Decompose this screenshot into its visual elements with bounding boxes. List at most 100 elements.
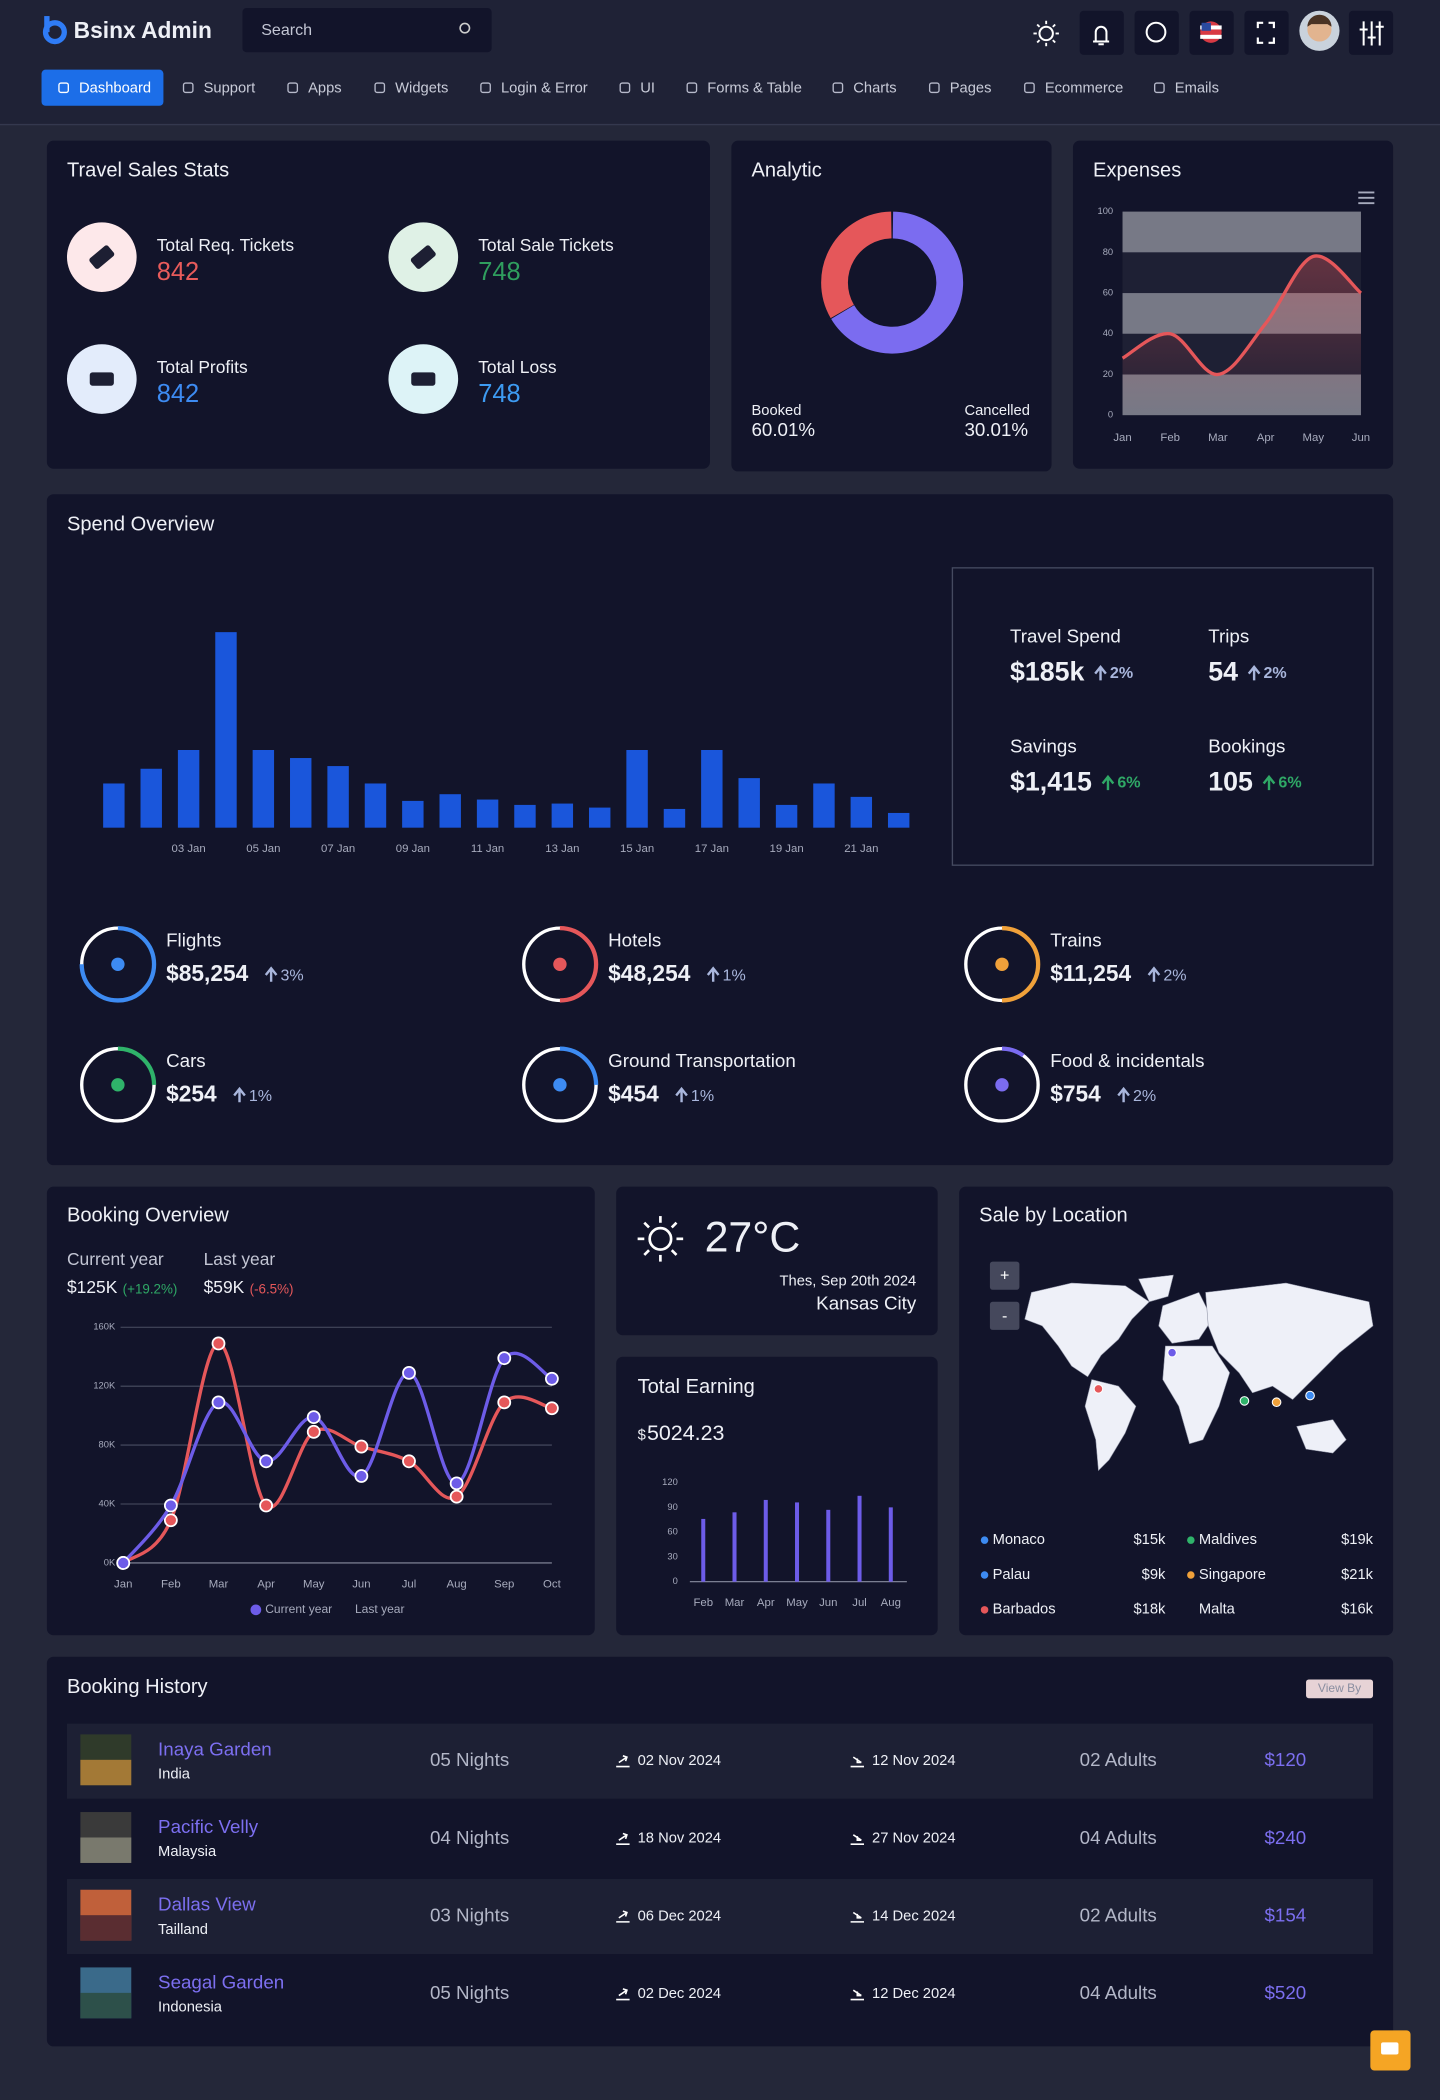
- stat-value: 105: [1208, 767, 1253, 797]
- table-row-bg: [66, 1879, 1374, 1955]
- series-point: [402, 1454, 416, 1469]
- nav-item[interactable]: Dashboard: [79, 80, 151, 96]
- hotel-thumbnail-lower: [80, 1759, 132, 1786]
- nav-icon: [928, 82, 940, 94]
- nav-item[interactable]: Support: [204, 80, 256, 96]
- nav-icon: [480, 82, 491, 94]
- x-tick-label: Jun: [1352, 432, 1370, 444]
- card-title: Total Earning: [638, 1376, 755, 1398]
- summary-value: $59K: [204, 1277, 245, 1297]
- y-tick-label: 60: [1103, 288, 1113, 298]
- donut-segment: [830, 211, 964, 354]
- bar: [888, 1507, 893, 1582]
- header-icon-button[interactable]: [1134, 10, 1179, 55]
- menu-icon: [1358, 196, 1375, 199]
- stat-label: Trips: [1208, 625, 1249, 646]
- x-tick-label: Apr: [757, 1597, 775, 1609]
- y-tick-label: 0: [1108, 410, 1113, 420]
- nav-item[interactable]: Apps: [308, 80, 342, 96]
- nights: 04 Nights: [430, 1827, 509, 1848]
- sun-ray: [1052, 23, 1056, 28]
- category-change: 3%: [281, 967, 304, 985]
- category-label: Hotels: [608, 929, 661, 950]
- zoom-in-label: +: [1000, 1267, 1009, 1285]
- stat-value: 748: [478, 258, 520, 286]
- bar: [177, 750, 200, 828]
- avatar-hair: [1307, 14, 1332, 27]
- arrow-up-icon: [1101, 774, 1115, 791]
- hotel-name: Dallas View: [158, 1894, 256, 1915]
- weather-date: Thes, Sep 20th 2024: [780, 1274, 917, 1290]
- legend-label: Booked: [751, 403, 801, 419]
- x-tick-label: 13 Jan: [545, 843, 579, 855]
- y-tick-label: 0: [673, 1576, 678, 1586]
- nav-active-button[interactable]: [41, 69, 164, 106]
- check-out-icon: [850, 1834, 864, 1845]
- x-tick-label: 21 Jan: [844, 843, 878, 855]
- category-value: $85,254: [166, 960, 249, 986]
- card-title: Booking History: [67, 1676, 208, 1698]
- zoom-in-button[interactable]: [989, 1261, 1020, 1290]
- progress-arc: [559, 925, 599, 1003]
- bar: [850, 796, 873, 828]
- stat-label: Bookings: [1208, 735, 1285, 756]
- view-by-button[interactable]: [1306, 1679, 1374, 1699]
- progress-arc: [1001, 1046, 1025, 1058]
- category-label: Cars: [166, 1050, 206, 1071]
- chat-fab-icon: [1381, 2042, 1399, 2055]
- nav-item[interactable]: UI: [640, 80, 655, 96]
- location-dot: [1187, 1536, 1195, 1544]
- category-change: 1%: [691, 1087, 714, 1105]
- check-in-icon: [616, 1988, 630, 2001]
- nav-item[interactable]: Pages: [950, 80, 992, 96]
- zoom-out-button[interactable]: [989, 1301, 1020, 1330]
- donut-segment: [821, 211, 893, 319]
- stat-value: 842: [157, 258, 199, 286]
- x-tick-label: May: [786, 1597, 808, 1609]
- theme-toggle[interactable]: [1038, 25, 1054, 42]
- nav-item[interactable]: Emails: [1175, 80, 1219, 96]
- category-icon: [995, 957, 1009, 971]
- bar: [887, 812, 910, 828]
- nav-icon: [58, 82, 69, 94]
- nav-item[interactable]: Ecommerce: [1045, 80, 1124, 96]
- category-change: 2%: [1163, 967, 1186, 985]
- bar: [140, 768, 162, 828]
- stat-label: Savings: [1010, 735, 1077, 756]
- series-point: [497, 1351, 512, 1366]
- nav-item[interactable]: Login & Error: [501, 80, 588, 96]
- category-label: Ground Transportation: [608, 1050, 796, 1071]
- x-tick-label: Mar: [1208, 432, 1228, 444]
- hotel-country: India: [158, 1766, 191, 1782]
- nav-item[interactable]: Forms & Table: [707, 80, 802, 96]
- nav-item[interactable]: Charts: [853, 80, 896, 96]
- nav-icon: [686, 82, 698, 94]
- legend-label: Cancelled: [964, 403, 1029, 419]
- nav-item[interactable]: Widgets: [395, 80, 448, 96]
- arrow-up-icon: [706, 966, 720, 982]
- header-icon-button[interactable]: [1244, 10, 1289, 55]
- bar: [775, 804, 798, 828]
- weather-icon: [648, 1226, 673, 1251]
- y-tick-label: 90: [667, 1502, 677, 1512]
- location-dot: [980, 1606, 989, 1614]
- category-label: Flights: [166, 929, 221, 950]
- location-name: Maldives: [1199, 1532, 1257, 1548]
- expenses-area: [1122, 255, 1361, 416]
- series-point: [306, 1424, 321, 1439]
- price: $120: [1265, 1749, 1307, 1770]
- map-marker: [1093, 1384, 1104, 1394]
- chat-icon: [1145, 21, 1167, 43]
- location-value: $18k: [1133, 1602, 1166, 1618]
- search-box[interactable]: [242, 8, 492, 53]
- header-icon-button[interactable]: [1079, 10, 1124, 55]
- analytic-card: [731, 140, 1052, 472]
- bar: [701, 750, 723, 828]
- series-point: [163, 1498, 178, 1513]
- y-tick-label: 80: [1103, 247, 1113, 257]
- category-value: $11,254: [1050, 960, 1131, 986]
- map-land: [1158, 1292, 1213, 1344]
- logo: Bsinx Admin: [74, 17, 212, 43]
- earning-amount: 5024.23: [647, 1421, 724, 1445]
